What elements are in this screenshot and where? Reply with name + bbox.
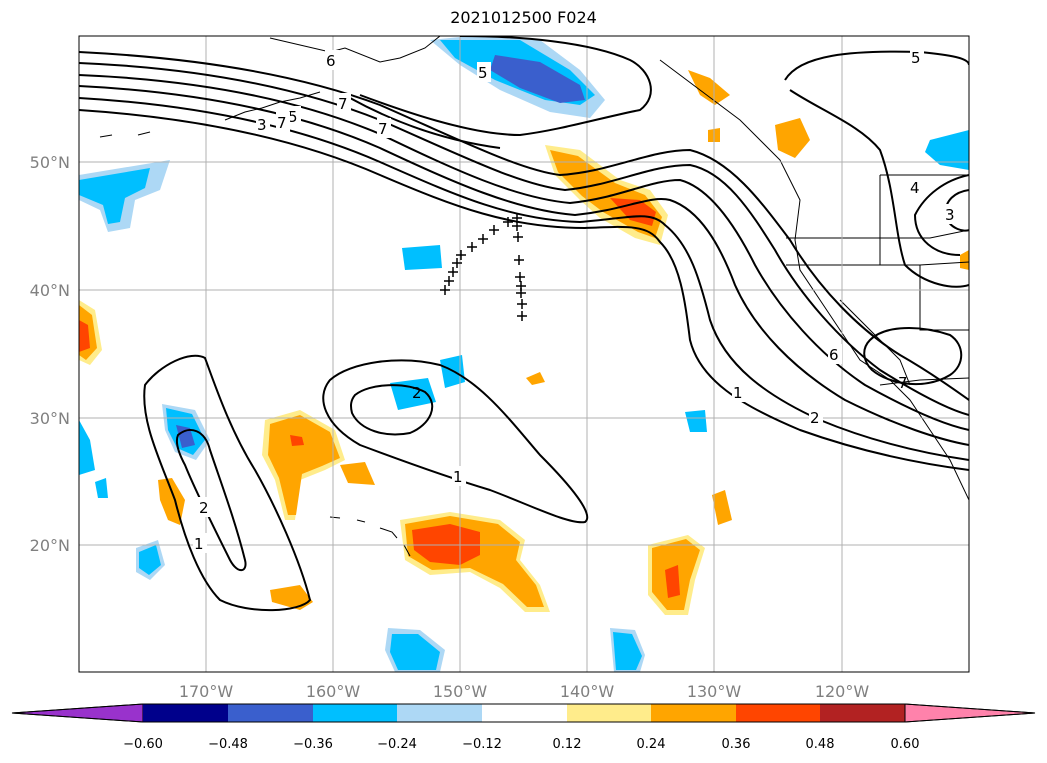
map-contents: 6 5 7 7 5 3 7 5 4 3 6 7 1 2 2 bbox=[79, 36, 969, 672]
contour-label: 7 bbox=[898, 374, 908, 392]
contour-label: 1 bbox=[733, 384, 743, 402]
contour-label: 5 bbox=[911, 49, 921, 67]
colorbar-tick-label: −0.12 bbox=[462, 737, 502, 752]
colorbar-outline bbox=[11, 703, 1036, 723]
colorbar-segment bbox=[143, 704, 228, 722]
lat-label-40n: 40°N bbox=[30, 281, 70, 300]
contour-label: 1 bbox=[194, 535, 204, 553]
colorbar-tick-label: 0.12 bbox=[553, 737, 582, 752]
lon-label-160w: 160°W bbox=[306, 682, 361, 701]
colorbar-extend-high bbox=[904, 703, 1036, 723]
lon-label-140w: 140°W bbox=[560, 682, 615, 701]
lat-label-20n: 20°N bbox=[30, 536, 70, 555]
lon-label-120w: 120°W bbox=[815, 682, 870, 701]
colorbar-segment bbox=[482, 704, 567, 722]
colorbar-segment bbox=[228, 704, 313, 722]
colorbar-segment bbox=[651, 704, 736, 722]
positive-anomaly-shading bbox=[79, 70, 969, 615]
contour-label: 3 bbox=[945, 206, 955, 224]
colorbar-segment bbox=[820, 704, 905, 722]
colorbar-tick-label: −0.36 bbox=[293, 737, 333, 752]
contour-label: 3 bbox=[257, 116, 267, 134]
colorbar-segment bbox=[567, 704, 651, 722]
contour-label: 6 bbox=[829, 346, 839, 364]
contour-labels: 6 5 7 7 5 3 7 5 4 3 6 7 1 2 2 bbox=[193, 47, 958, 553]
station-markers bbox=[440, 213, 527, 321]
contour-label: 5 bbox=[288, 108, 298, 126]
contour-label: 1 bbox=[453, 468, 463, 486]
map-frame bbox=[78, 35, 970, 673]
colorbar-extend-low bbox=[11, 703, 144, 723]
contour-label: 4 bbox=[910, 179, 920, 197]
lat-label-50n: 50°N bbox=[30, 153, 70, 172]
colorbar-tick-label: −0.24 bbox=[377, 737, 417, 752]
colorbar-tick-label: 0.36 bbox=[722, 737, 751, 752]
latitude-labels: 50°N 40°N 30°N 20°N bbox=[30, 153, 70, 555]
colorbar-segment bbox=[736, 704, 820, 722]
lon-label-130w: 130°W bbox=[687, 682, 742, 701]
lon-label-170w: 170°W bbox=[179, 682, 234, 701]
graticule bbox=[79, 36, 969, 672]
colorbar-tick-label: 0.24 bbox=[637, 737, 666, 752]
coastlines bbox=[99, 36, 969, 557]
colorbar-tick-label: 0.60 bbox=[891, 737, 920, 752]
contour-label: 7 bbox=[338, 95, 348, 113]
contour-label: 2 bbox=[199, 499, 209, 517]
contour-label: 2 bbox=[412, 384, 422, 402]
colorbar-tick-label: −0.60 bbox=[123, 737, 163, 752]
contour-label: 5 bbox=[478, 64, 488, 82]
contour-label: 7 bbox=[378, 120, 388, 138]
contour-label: 2 bbox=[810, 409, 820, 427]
colorbar-segment bbox=[397, 704, 482, 722]
colorbar-segment bbox=[313, 704, 397, 722]
longitude-labels: 170°W 160°W 150°W 140°W 130°W 120°W bbox=[179, 682, 870, 701]
colorbar-tick-label: −0.48 bbox=[208, 737, 248, 752]
map-title: 2021012500 F024 bbox=[450, 8, 597, 27]
contour-label: 6 bbox=[326, 52, 336, 70]
lat-label-30n: 30°N bbox=[30, 409, 70, 428]
colorbar-tick-label: 0.48 bbox=[806, 737, 835, 752]
contour-label: 7 bbox=[277, 114, 287, 132]
lon-label-150w: 150°W bbox=[433, 682, 488, 701]
colorbar: −0.60 −0.48 −0.36 −0.24 −0.12 0.12 0.24 … bbox=[11, 703, 1036, 752]
